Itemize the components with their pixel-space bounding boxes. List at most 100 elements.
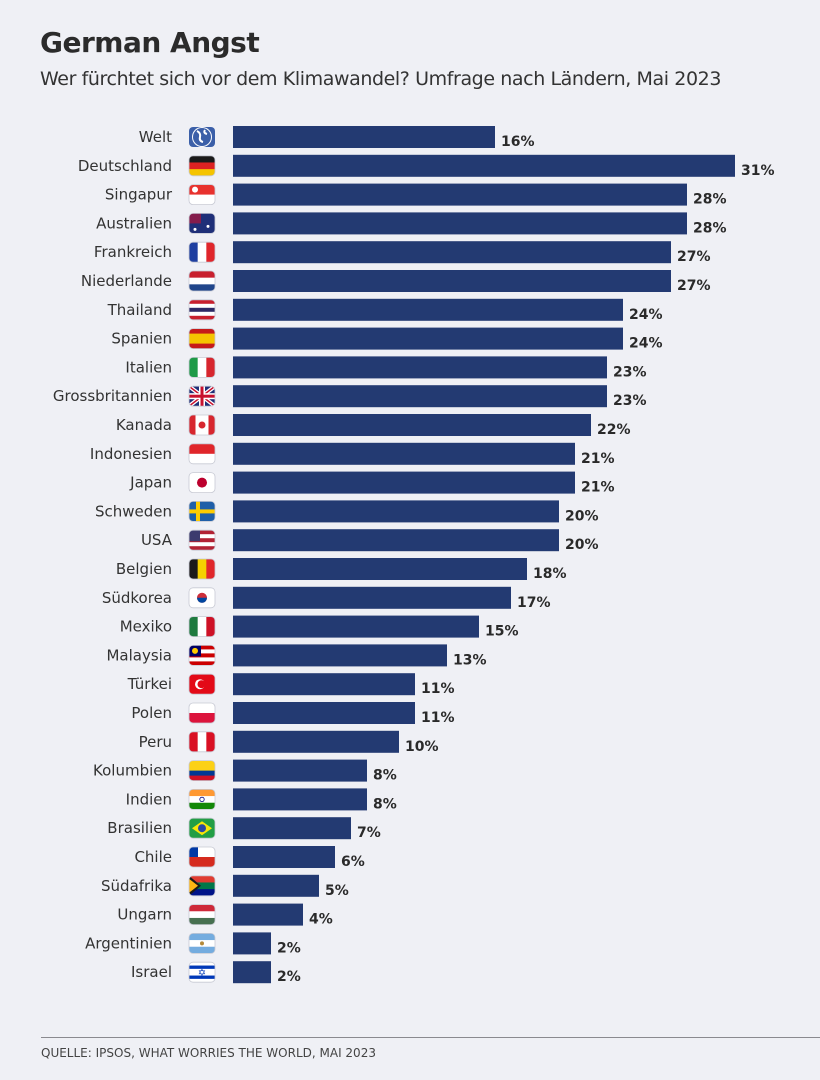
- bar: [233, 356, 607, 379]
- flag-turkey-icon: [188, 673, 216, 695]
- value-label: 2%: [277, 940, 301, 956]
- flag-poland-icon: [188, 702, 216, 724]
- value-label: 24%: [629, 307, 663, 323]
- bar: [233, 788, 367, 811]
- flag-japan-icon: [188, 472, 216, 494]
- bar: [233, 903, 303, 926]
- flag-colombia-icon: [188, 760, 216, 781]
- value-label: 23%: [613, 364, 647, 380]
- category-label: Australien: [96, 214, 172, 232]
- value-label: 27%: [677, 249, 711, 265]
- value-label: 23%: [613, 393, 647, 409]
- value-label: 27%: [677, 278, 711, 294]
- flag-indonesia-icon: [188, 443, 216, 465]
- value-label: 16%: [501, 134, 535, 150]
- source-note: QUELLE: IPSOS, WHAT WORRIES THE WORLD, M…: [41, 1046, 376, 1060]
- value-label: 24%: [629, 336, 663, 352]
- value-label: 21%: [581, 451, 615, 467]
- category-label: Belgien: [116, 560, 172, 578]
- flag-belgium-icon: [188, 558, 216, 580]
- category-label: Spanien: [111, 330, 172, 348]
- category-label: Chile: [134, 848, 172, 866]
- value-label: 21%: [581, 480, 615, 496]
- flag-south-korea-icon: [188, 587, 216, 609]
- value-label: 2%: [277, 969, 301, 985]
- bar: [233, 759, 367, 782]
- category-label: Welt: [139, 128, 172, 146]
- value-label: 17%: [517, 595, 551, 611]
- bar: [233, 730, 399, 753]
- flag-peru-icon: [188, 731, 216, 753]
- flag-uk-icon: [188, 385, 216, 407]
- bar: [233, 846, 335, 868]
- category-label: Kanada: [116, 416, 172, 434]
- value-label: 5%: [325, 883, 349, 899]
- category-label: USA: [141, 531, 173, 549]
- flag-singapore-icon: [188, 184, 216, 206]
- bar: [233, 241, 671, 264]
- category-label: Polen: [131, 704, 172, 722]
- value-label: 6%: [341, 854, 365, 870]
- value-label: 10%: [405, 739, 439, 755]
- flag-sweden-icon: [188, 500, 216, 522]
- flag-malaysia-icon: [188, 645, 216, 666]
- category-label: Mexiko: [120, 618, 172, 636]
- category-label: Kolumbien: [93, 762, 172, 780]
- flag-france-icon: [188, 241, 216, 263]
- category-label: Grossbritannien: [53, 387, 172, 405]
- category-label: Indien: [126, 790, 172, 808]
- bar: [233, 702, 415, 724]
- category-label: Brasilien: [107, 819, 172, 837]
- value-label: 11%: [421, 710, 455, 726]
- category-label: Italien: [125, 358, 172, 376]
- chart-subtitle: Wer fürchtet sich vor dem Klimawandel? U…: [40, 68, 722, 90]
- flag-south-africa-icon: [188, 875, 216, 897]
- category-label: Schweden: [95, 502, 172, 520]
- bar: [233, 673, 415, 696]
- flag-spain-icon: [188, 328, 216, 350]
- footer-divider: [41, 1037, 820, 1038]
- flag-italy-icon: [188, 356, 216, 378]
- value-label: 20%: [565, 537, 599, 553]
- category-label: Indonesien: [90, 445, 172, 463]
- bar-chart: Welt 16% Deutschland 31% Singapur 28% Australi…: [53, 126, 775, 985]
- bar: [233, 558, 527, 580]
- flag-thailand-icon: [188, 299, 216, 321]
- bar: [233, 817, 351, 840]
- bar: [233, 529, 559, 552]
- flag-mexico-icon: [188, 616, 216, 637]
- chart-title: German Angst: [40, 26, 260, 59]
- category-label: Deutschland: [78, 157, 172, 175]
- value-label: 22%: [597, 422, 631, 438]
- bar: [233, 212, 687, 235]
- bar: [233, 932, 271, 955]
- value-label: 7%: [357, 825, 381, 841]
- bar: [233, 644, 447, 667]
- category-label: Frankreich: [94, 243, 172, 261]
- bar: [233, 385, 607, 408]
- category-label: Malaysia: [106, 646, 172, 664]
- flag-hungary-icon: [188, 904, 216, 925]
- value-label: 11%: [421, 681, 455, 697]
- bar: [233, 298, 623, 321]
- value-label: 18%: [533, 566, 567, 582]
- value-label: 28%: [693, 220, 727, 236]
- category-label: Türkei: [127, 675, 172, 693]
- bar: [233, 414, 591, 436]
- bar: [233, 615, 479, 638]
- value-label: 28%: [693, 192, 727, 208]
- svg-text:✡: ✡: [198, 968, 206, 979]
- bar: [233, 183, 687, 206]
- value-label: 8%: [373, 768, 397, 784]
- bar: [233, 327, 623, 350]
- bar: [233, 586, 511, 609]
- flag-chile-icon: [188, 846, 216, 868]
- category-label: Ungarn: [117, 906, 172, 924]
- bar: [233, 500, 559, 523]
- category-label: Peru: [139, 733, 172, 751]
- flag-israel-icon: ✡: [188, 961, 216, 983]
- value-label: 8%: [373, 796, 397, 812]
- category-label: Niederlande: [81, 272, 172, 290]
- value-label: 15%: [485, 624, 519, 640]
- value-label: 31%: [741, 163, 775, 179]
